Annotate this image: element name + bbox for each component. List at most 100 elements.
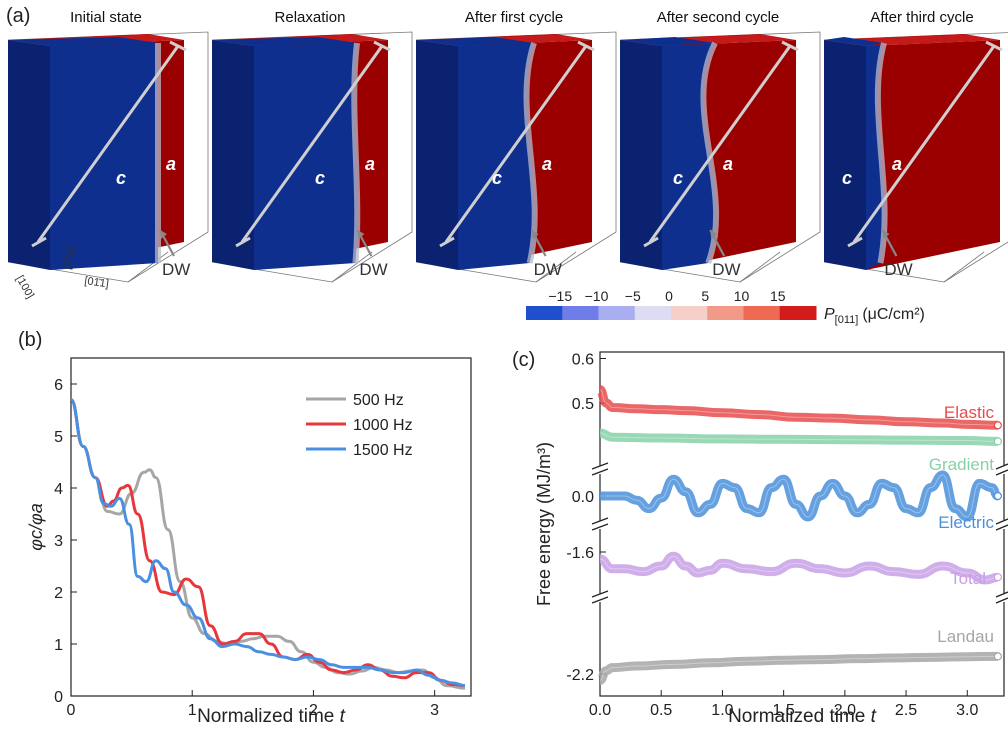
series-highlight [599,432,998,442]
series-band [599,551,999,585]
series-band [597,651,998,685]
x-axis-label: Normalized time t [728,706,877,726]
blue-side-face [8,40,50,270]
colorbar-label-unit: (μC/cm²) [862,306,925,323]
series-label: Elastic [944,403,995,422]
colorbar-segment [562,306,599,320]
c-label: c [842,168,852,188]
colorbar: −15 −10 −5 0 5 10 15 P[011] (μC/cm²) [526,288,925,326]
y-tick-label: -1.6 [566,545,594,562]
axis-break-mask [592,466,608,474]
c-label: c [492,168,502,188]
x-tick-label: 0.5 [650,702,672,719]
colorbar-tick: −10 [585,288,609,304]
colorbar-tick: −15 [548,288,572,304]
y-tick-label: 3 [54,533,63,550]
measure-tick [235,236,251,248]
panel-c-label: (c) [512,349,535,371]
series-band [597,385,998,430]
axis-break [995,463,1008,470]
axis-break [591,596,609,604]
axis-break [591,468,609,476]
y-tick-label: 0 [54,689,63,706]
series-band [600,470,1001,522]
x-tick-label: 3 [430,702,439,719]
measure-line [852,45,996,243]
dw-label: DW [359,260,387,279]
top-face-blue [620,37,715,46]
series-endpoint [993,437,1002,446]
series-label: Electric [938,513,994,532]
axis-break-mask [592,521,608,529]
series-line [69,398,465,688]
x-tick-label: 1 [188,702,197,719]
series-label: Gradient [929,455,994,474]
y-axis-label: Free energy (MJ/m³) [534,442,554,606]
colorbar-label-sub: [011] [835,314,859,326]
colorbar-tick: −5 [625,288,641,304]
blue-side-face [620,40,662,270]
axis-break-mask [996,594,1008,602]
series-highlight [599,389,998,426]
axis-break [591,462,609,470]
measure-tick [781,40,799,52]
legend-label: 1000 Hz [353,417,413,434]
axis-break [591,523,609,531]
stage-3: After second cycle c a DW [619,9,821,283]
box-edge [127,251,169,283]
x-tick-label: 2.0 [834,702,856,719]
axis-011-label: [011] [61,245,77,270]
box-edge [535,251,577,283]
blue-side-face [212,40,254,270]
plot-frame [70,357,472,697]
top-face-blue [8,37,158,46]
panel-a-label: (a) [6,5,30,27]
x-tick-label: 0.0 [589,702,611,719]
x-tick-label: 0 [67,702,76,719]
axis-break-mask [996,521,1008,529]
x-axis-label-var: t [340,706,346,726]
dw-arrowhead [710,230,718,239]
x-axis-label: Normalized time t [197,706,346,726]
colorbar-segment [779,306,817,320]
y-tick-label: 4 [54,481,63,498]
box-edge [739,251,781,283]
x-axis-label-text: Normalized time [197,706,340,726]
measure-tick [577,40,595,52]
x-tick-label: 1.0 [711,702,733,719]
measure-tick [169,40,187,52]
measure-line [36,45,180,243]
axis-011bar-label: [01̄1] [84,275,110,290]
blue-domain [458,43,535,270]
blue-side-face [416,40,458,270]
series-band [599,428,998,446]
top-face-blue [416,37,534,46]
measure-tick [439,236,455,248]
axis-break-mask [996,466,1008,474]
series-highlight [599,555,998,581]
y-tick-label: 6 [54,377,63,394]
c-label: c [673,168,683,188]
blue-side-face [824,40,866,270]
blue-domain [50,43,158,270]
colorbar-tick: 0 [665,288,673,304]
dw-arrowhead [531,230,539,239]
colorbar-segment [743,306,781,320]
blue-domain [866,43,885,270]
series-endpoint [993,652,1002,661]
stage-4: After third cycle c a DW [823,9,1008,283]
y-tick-label: 0.6 [572,352,594,369]
x-tick-label: 1.5 [773,702,795,719]
x-axis-label-text: Normalized time [728,706,871,726]
dw-arrowhead [357,230,365,239]
stage-1: Relaxation c a DW [211,9,413,283]
a-label: a [892,154,902,174]
colorbar-segment [598,306,636,320]
chart-c: 0.0 0.5 1.0 1.5 2.0 2.5 3.0 0.6 0.5 0.0 -1.6 -2.2 No… [534,351,1008,727]
axis-break [995,518,1008,525]
domain-wall [351,42,361,264]
colorbar-tick: 5 [701,288,709,304]
dw-label: DW [534,260,562,279]
